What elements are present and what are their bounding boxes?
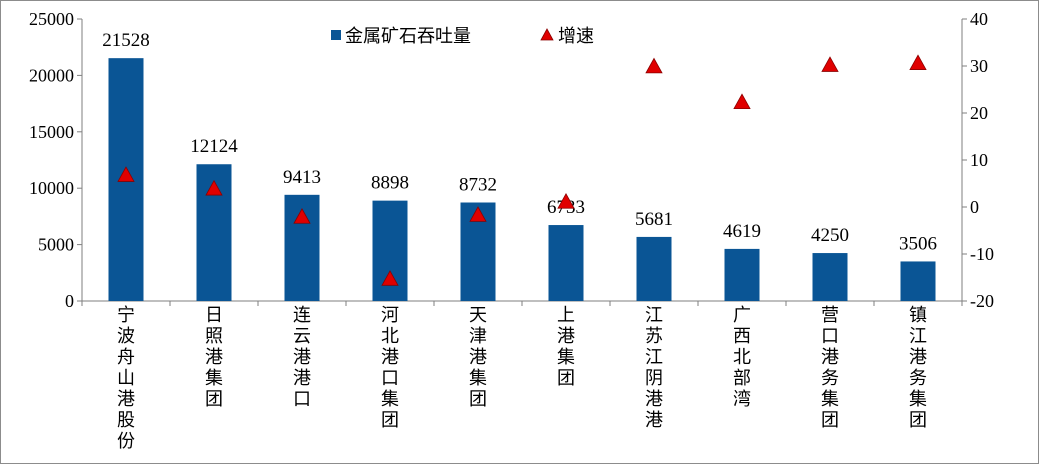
left-tick-label: 5000: [38, 235, 74, 255]
bar-data-label: 4619: [723, 221, 761, 242]
left-tick-label: 25000: [29, 9, 74, 29]
bar-data-label: 12124: [190, 136, 238, 157]
bar-data-label: 9413: [283, 167, 321, 188]
growth-marker: [293, 208, 311, 224]
right-tick-label: 30: [970, 56, 988, 76]
bar: [636, 236, 672, 301]
legend-bar-label: 金属矿石吞吐量: [345, 26, 471, 47]
left-tick-label: 15000: [29, 122, 74, 142]
bar-data-label: 21528: [102, 30, 150, 51]
right-tick-label: -10: [970, 244, 994, 264]
bar-data-label: 3506: [899, 233, 937, 254]
growth-marker: [557, 193, 575, 209]
category-label: 营口港务集团: [821, 305, 839, 431]
growth-marker: [205, 179, 223, 196]
category-labels: 宁波舟山港股份 日照港集团 连云港港口 河北港口集团 天津港集团 上港集团 江苏江阴港港 广西…: [117, 305, 927, 452]
bar: [548, 225, 584, 301]
bar-data-label: 8898: [371, 173, 409, 194]
category-label: 日照港集团: [205, 305, 223, 410]
legend-marker-label: 增速: [558, 26, 594, 47]
category-label: 广西北部湾: [733, 305, 751, 410]
bar-data-label: 8732: [459, 175, 497, 196]
left-tick-label: 10000: [29, 178, 74, 198]
left-tick-label: 0: [65, 291, 74, 311]
right-tick-label: 40: [970, 9, 988, 29]
bar-series: [108, 58, 936, 302]
bar: [900, 261, 936, 301]
growth-marker: [469, 206, 487, 222]
growth-marker: [117, 166, 135, 182]
category-label: 天津港集团: [469, 305, 487, 410]
growth-marker: [821, 56, 839, 72]
category-label: 宁波舟山港股份: [117, 305, 135, 452]
category-label: 镇江港务集团: [909, 305, 927, 431]
right-tick-label: 20: [970, 103, 988, 123]
category-label: 河北港口集团: [381, 305, 399, 431]
legend: 金属矿石吞吐量 增速: [331, 26, 594, 47]
right-tick-label: -20: [970, 291, 994, 311]
growth-marker: [381, 270, 399, 286]
right-axis-ticks: -20 -10 0 10 20 30 40: [970, 9, 994, 311]
right-tick-label: 0: [970, 197, 979, 217]
category-label: 江苏江阴港港: [645, 305, 663, 431]
legend-bar-swatch: [331, 30, 341, 40]
left-axis-ticks: 0 5000 10000 15000 20000 25000: [29, 9, 74, 311]
growth-marker: [909, 54, 927, 70]
bar-data-label: 5681: [635, 209, 673, 230]
growth-marker: [645, 57, 663, 74]
legend-triangle-swatch: [540, 28, 554, 41]
left-tick-label: 20000: [29, 65, 74, 85]
bar: [812, 253, 848, 301]
right-tick-label: 10: [970, 150, 988, 170]
bar-data-label: 4250: [811, 225, 849, 246]
category-label: 连云港港口: [293, 305, 311, 410]
bar: [372, 200, 408, 301]
category-label: 上港集团: [557, 305, 575, 389]
growth-marker: [733, 93, 751, 109]
bar: [724, 248, 760, 301]
growth-markers: [117, 54, 927, 286]
